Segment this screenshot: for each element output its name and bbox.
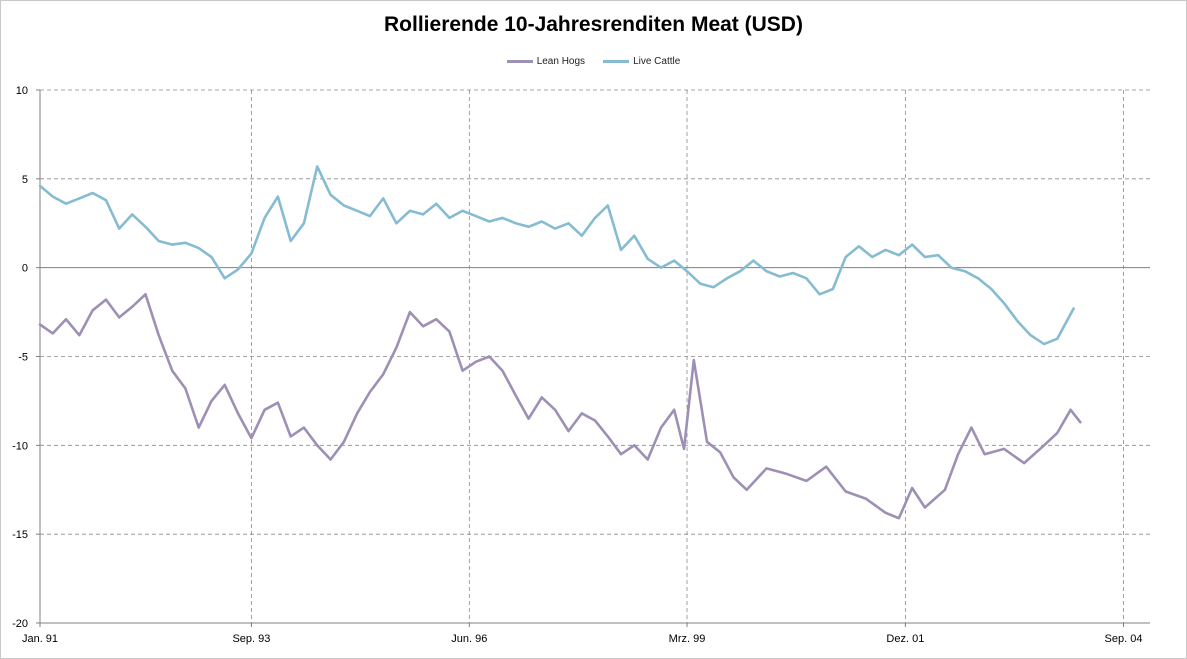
chart-legend: Lean Hogs Live Cattle <box>0 56 1187 67</box>
x-tick-label: Sep. 04 <box>1105 633 1143 645</box>
y-tick-labels: 10 5 0 -5 -10 -15 -20 <box>12 85 28 630</box>
legend-entry-live-cattle: Live Cattle <box>603 56 680 67</box>
legend-swatch-lean-hogs <box>506 60 533 63</box>
grid-lines <box>40 89 1150 623</box>
legend-entry-lean-hogs: Lean Hogs <box>506 56 586 67</box>
legend-swatch-live-cattle <box>603 60 630 63</box>
y-tick-label: -20 <box>12 618 28 630</box>
x-tick-labels: Jan. 91 Sep. 93 Jun. 96 Mrz. 99 Dez. 01 Sep. … <box>22 633 1143 645</box>
x-tick-label: Dez. 01 <box>886 633 924 645</box>
legend-label-lean-hogs: Lean Hogs <box>536 56 586 67</box>
x-tick-label: Mrz. 99 <box>669 633 706 645</box>
y-tick-label: 10 <box>16 85 28 97</box>
y-tick-label: 0 <box>22 263 28 275</box>
y-tick-label: 5 <box>22 174 28 186</box>
y-tick-label: -10 <box>12 440 28 452</box>
y-tick-label: -5 <box>18 352 28 364</box>
series-lines <box>38 165 1082 520</box>
y-tick-label: -15 <box>12 529 28 541</box>
x-tick-label: Sep. 93 <box>232 633 270 645</box>
axes <box>36 89 1150 627</box>
chart-title: Rollierende 10-Jahresrenditen Meat (USD) <box>384 13 803 36</box>
series-line-live-cattle <box>38 165 1075 346</box>
legend-label-live-cattle: Live Cattle <box>633 56 681 67</box>
x-tick-label: Jan. 91 <box>22 633 58 645</box>
series-line-lean-hogs <box>38 292 1082 520</box>
x-tick-label: Jun. 96 <box>451 633 487 645</box>
